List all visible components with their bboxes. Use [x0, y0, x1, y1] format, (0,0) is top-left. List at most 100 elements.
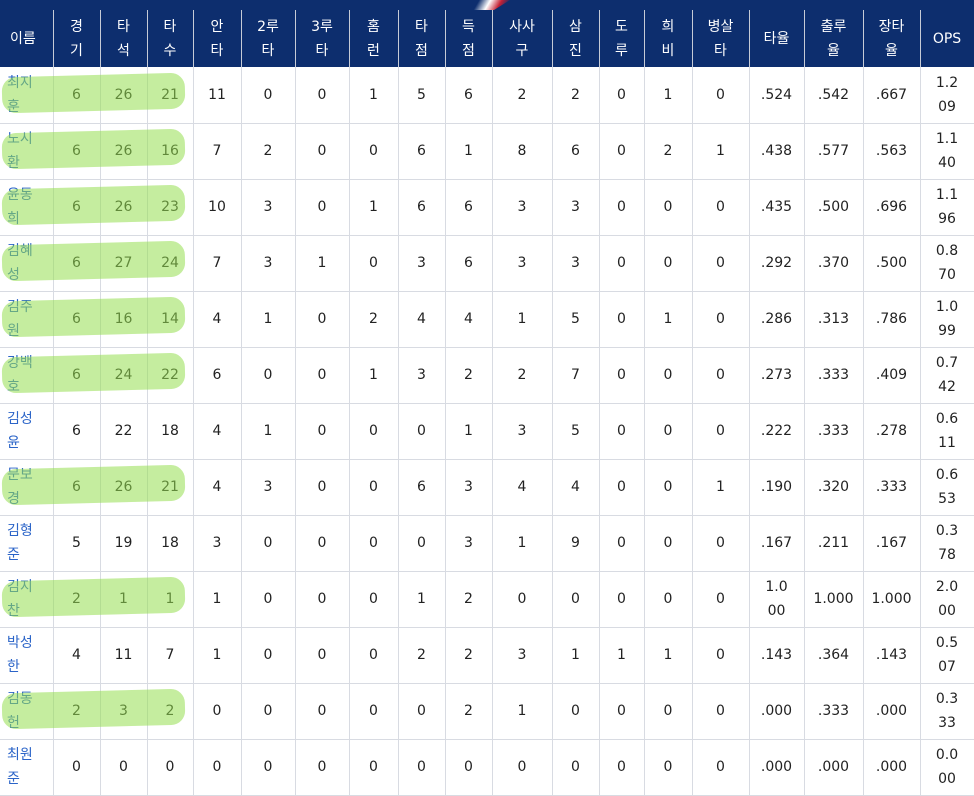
cell-obp: .542 [804, 67, 864, 124]
cell-at-bats: 22 [147, 347, 194, 404]
table-row: 최원준 0 0 0 0 0 0 0 0 0 0 0 0 0 0.000.000.000 0.000 [0, 739, 974, 796]
header-name[interactable]: 이름 [0, 10, 54, 67]
cell-walks-hbp: 2 [492, 347, 553, 404]
cell-at-bats: 16 [147, 123, 194, 180]
cell-obp: .370 [804, 235, 864, 292]
cell-hits: 4 [193, 291, 242, 348]
header-obp[interactable]: 출루 율 [804, 10, 864, 67]
player-link[interactable]: 강백호 [7, 355, 33, 395]
cell-games: 6 [53, 123, 101, 180]
cell-triples: 0 [295, 627, 350, 684]
cell-runs: 0 [445, 739, 493, 796]
cell-doubles: 0 [241, 739, 296, 796]
cell-name[interactable]: 윤동희 [0, 179, 54, 236]
player-link[interactable]: 김동헌 [7, 691, 33, 731]
header-double-plays[interactable]: 병살 타 [692, 10, 750, 67]
cell-name[interactable]: 김동헌 [0, 683, 54, 740]
player-link[interactable]: 김형준 [7, 523, 33, 563]
cell-sac-flies: 0 [644, 571, 693, 628]
cell-name[interactable]: 김주원 [0, 291, 54, 348]
header-doubles[interactable]: 2루 타 [241, 10, 296, 67]
cell-sac-flies: 0 [644, 683, 693, 740]
cell-name[interactable]: 최원준 [0, 739, 54, 796]
table-row: 박성한 4 11 7 1 0 0 0 2 2 3 1 1 1 0.143.364.143 0.507 [0, 627, 974, 684]
player-link[interactable]: 김주원 [7, 299, 33, 339]
cell-strikeouts: 7 [552, 347, 600, 404]
cell-walks-hbp: 3 [492, 235, 553, 292]
cell-doubles: 1 [241, 403, 296, 460]
cell-name[interactable]: 최지훈 [0, 67, 54, 124]
header-ops[interactable]: OPS [920, 10, 974, 67]
cell-plate-appearances: 26 [100, 123, 148, 180]
header-triples[interactable]: 3루 타 [295, 10, 350, 67]
header-avg[interactable]: 타율 [749, 10, 805, 67]
logo-swoosh [470, 0, 510, 10]
cell-strikeouts: 6 [552, 123, 600, 180]
player-link[interactable]: 김지찬 [7, 579, 33, 619]
cell-ops: 1.196 [920, 179, 974, 236]
cell-name[interactable]: 김혜성 [0, 235, 54, 292]
cell-walks-hbp: 3 [492, 627, 553, 684]
cell-name[interactable]: 노시환 [0, 123, 54, 180]
table-row: 윤동희 6 26 23 10 3 0 1 6 6 3 3 0 0 0.435.500.696 1.196 [0, 179, 974, 236]
cell-slg: .500 [863, 235, 921, 292]
cell-obp: .500 [804, 179, 864, 236]
header-label: 루 [615, 42, 628, 59]
cell-avg: .435 [749, 179, 805, 236]
cell-home-runs: 1 [349, 179, 399, 236]
cell-avg: .167 [749, 515, 805, 572]
cell-plate-appearances: 22 [100, 403, 148, 460]
cell-rbi: 2 [398, 627, 446, 684]
header-slg[interactable]: 장타 율 [863, 10, 921, 67]
player-link[interactable]: 박성한 [7, 635, 33, 675]
cell-sac-flies: 0 [644, 235, 693, 292]
player-link[interactable]: 최원준 [7, 747, 33, 787]
cell-name[interactable]: 김형준 [0, 515, 54, 572]
header-walks-hbp[interactable]: 사사 구 [492, 10, 553, 67]
cell-sac-flies: 1 [644, 627, 693, 684]
cell-name[interactable]: 박성한 [0, 627, 54, 684]
cell-hits: 1 [193, 571, 242, 628]
player-link[interactable]: 노시환 [7, 131, 33, 171]
player-link[interactable]: 문보경 [7, 467, 33, 507]
cell-sac-flies: 2 [644, 123, 693, 180]
cell-slg: .563 [863, 123, 921, 180]
player-link[interactable]: 김혜성 [7, 243, 33, 283]
cell-avg: 1.000 [749, 571, 805, 628]
cell-name[interactable]: 문보경 [0, 459, 54, 516]
cell-sac-flies: 1 [644, 67, 693, 124]
cell-runs: 3 [445, 459, 493, 516]
player-link[interactable]: 최지훈 [7, 74, 33, 115]
cell-obp: .000 [804, 739, 864, 796]
cell-runs: 3 [445, 515, 493, 572]
cell-ops: 0.870 [920, 235, 974, 292]
cell-name[interactable]: 강백호 [0, 347, 54, 404]
cell-runs: 6 [445, 179, 493, 236]
cell-sac-flies: 0 [644, 459, 693, 516]
cell-double-plays: 1 [692, 123, 750, 180]
header-label: 비 [661, 42, 675, 59]
cell-name[interactable]: 김지찬 [0, 571, 54, 628]
cell-avg: .143 [749, 627, 805, 684]
cell-slg: .167 [863, 515, 921, 572]
cell-games: 2 [53, 571, 101, 628]
cell-plate-appearances: 26 [100, 67, 148, 124]
cell-name[interactable]: 김성윤 [0, 403, 54, 460]
cell-rbi: 3 [398, 235, 446, 292]
player-link[interactable]: 김성윤 [7, 411, 33, 451]
cell-games: 6 [53, 403, 101, 460]
cell-hits: 6 [193, 347, 242, 404]
player-link[interactable]: 윤동희 [7, 187, 33, 227]
cell-at-bats: 21 [147, 459, 194, 516]
cell-at-bats: 18 [147, 515, 194, 572]
